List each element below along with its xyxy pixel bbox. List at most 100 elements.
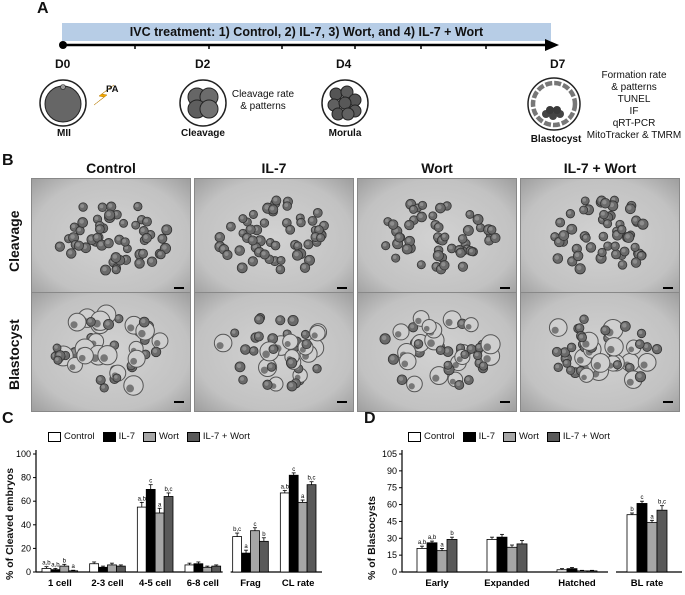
embryo	[454, 380, 465, 390]
embryo	[122, 244, 132, 254]
embryo	[439, 260, 450, 271]
embryo	[552, 253, 564, 264]
bar	[626, 514, 638, 573]
embryo	[651, 344, 663, 355]
bar	[586, 570, 598, 573]
micrograph-cleavage-control	[31, 178, 191, 298]
legend-label-il7: IL-7	[118, 431, 135, 442]
bar	[279, 492, 290, 573]
micrograph-cleavage-il7	[194, 178, 354, 298]
embryo	[636, 328, 647, 339]
legend-swatch-wort	[143, 431, 156, 442]
embryo	[432, 250, 444, 262]
bar	[136, 506, 147, 573]
legend-label-il7-wort: IL-7 + Wort	[562, 431, 610, 442]
significance-label: b	[63, 558, 67, 564]
day-d4: D4	[336, 57, 352, 71]
embryo	[99, 383, 109, 393]
embryo	[270, 240, 281, 251]
embryo	[150, 346, 162, 358]
embryo	[156, 249, 166, 260]
embryo	[262, 379, 273, 390]
bar	[145, 489, 156, 573]
banner-text: IVC treatment: 1) Control, 2) IL-7, 3) W…	[129, 25, 484, 39]
embryo	[67, 312, 87, 332]
scale-bar	[174, 401, 184, 403]
day-d0: D0	[55, 57, 71, 71]
y-tick-label: 0	[392, 567, 397, 577]
significance-label: a,b	[281, 485, 290, 491]
legend-swatch-il7	[462, 431, 476, 442]
bar	[506, 546, 518, 573]
embryo	[267, 333, 279, 344]
legend-label-il7: IL-7	[478, 431, 495, 442]
panel-label-c: C	[2, 410, 14, 427]
bar	[436, 550, 448, 573]
embryo	[396, 374, 408, 385]
embryo	[637, 218, 649, 230]
embryo	[316, 233, 326, 243]
d7-note-line-2: & patterns	[611, 82, 657, 93]
bar	[59, 565, 70, 573]
significance-label: a	[440, 542, 444, 548]
row-head-blastocyst: Blastocyst	[6, 319, 22, 390]
embryo	[381, 241, 391, 251]
bar	[297, 501, 308, 573]
legend-label-wort: Wort	[159, 431, 179, 442]
embryo	[127, 349, 146, 368]
embryo	[600, 197, 611, 209]
embryo	[276, 255, 286, 265]
embryo	[599, 209, 609, 220]
embryo	[637, 352, 657, 372]
embryo	[642, 342, 652, 352]
significance-label: b,c	[233, 527, 241, 533]
embryo	[95, 374, 106, 385]
bar	[154, 512, 165, 573]
x-tick-label: 2-3 cell	[91, 578, 123, 589]
bar	[486, 539, 498, 573]
bar	[193, 563, 204, 573]
x-tick-label: Expanded	[484, 578, 530, 589]
embryo	[577, 332, 587, 343]
significance-label: a,b	[418, 540, 427, 546]
embryo	[296, 217, 306, 228]
legend-d: Control IL-7 Wort IL-7 + Wort	[400, 431, 610, 442]
embryo	[416, 211, 427, 223]
embryo	[112, 373, 122, 383]
day-d2: D2	[195, 57, 211, 71]
x-tick-label: CL rate	[282, 578, 315, 589]
embryo	[433, 222, 444, 233]
embryo	[548, 318, 568, 337]
col-head-control: Control	[86, 160, 136, 176]
significance-label: a	[650, 514, 654, 520]
significance-label: a	[158, 502, 162, 508]
embryo	[234, 245, 245, 256]
legend-label-wort: Wort	[519, 431, 539, 442]
legend-swatch-il7	[102, 431, 116, 442]
embryo	[307, 216, 318, 226]
embryo	[600, 325, 611, 336]
embryo	[245, 224, 256, 235]
embryo	[379, 333, 391, 345]
y-tick-label: 45	[387, 516, 397, 526]
embryo	[409, 205, 418, 214]
panel-label-d: D	[364, 410, 376, 427]
y-tick-label: 75	[387, 483, 397, 493]
blastocyst-icon	[527, 77, 581, 131]
x-tick-label: Early	[425, 578, 449, 589]
embryo	[76, 346, 94, 365]
embryo	[268, 344, 279, 355]
embryo	[435, 345, 446, 356]
pa-label: PA	[106, 84, 119, 95]
significance-label: a	[301, 494, 305, 500]
embryo	[97, 202, 108, 212]
scale-bar	[663, 401, 673, 403]
cleavage-note: Cleavage rate & patterns	[228, 89, 298, 113]
embryo	[226, 221, 236, 232]
y-tick-label: 30	[387, 533, 397, 543]
embryo	[271, 195, 282, 206]
x-tick-label: Frag	[240, 578, 261, 589]
embryo	[636, 251, 647, 261]
embryo	[387, 219, 399, 230]
